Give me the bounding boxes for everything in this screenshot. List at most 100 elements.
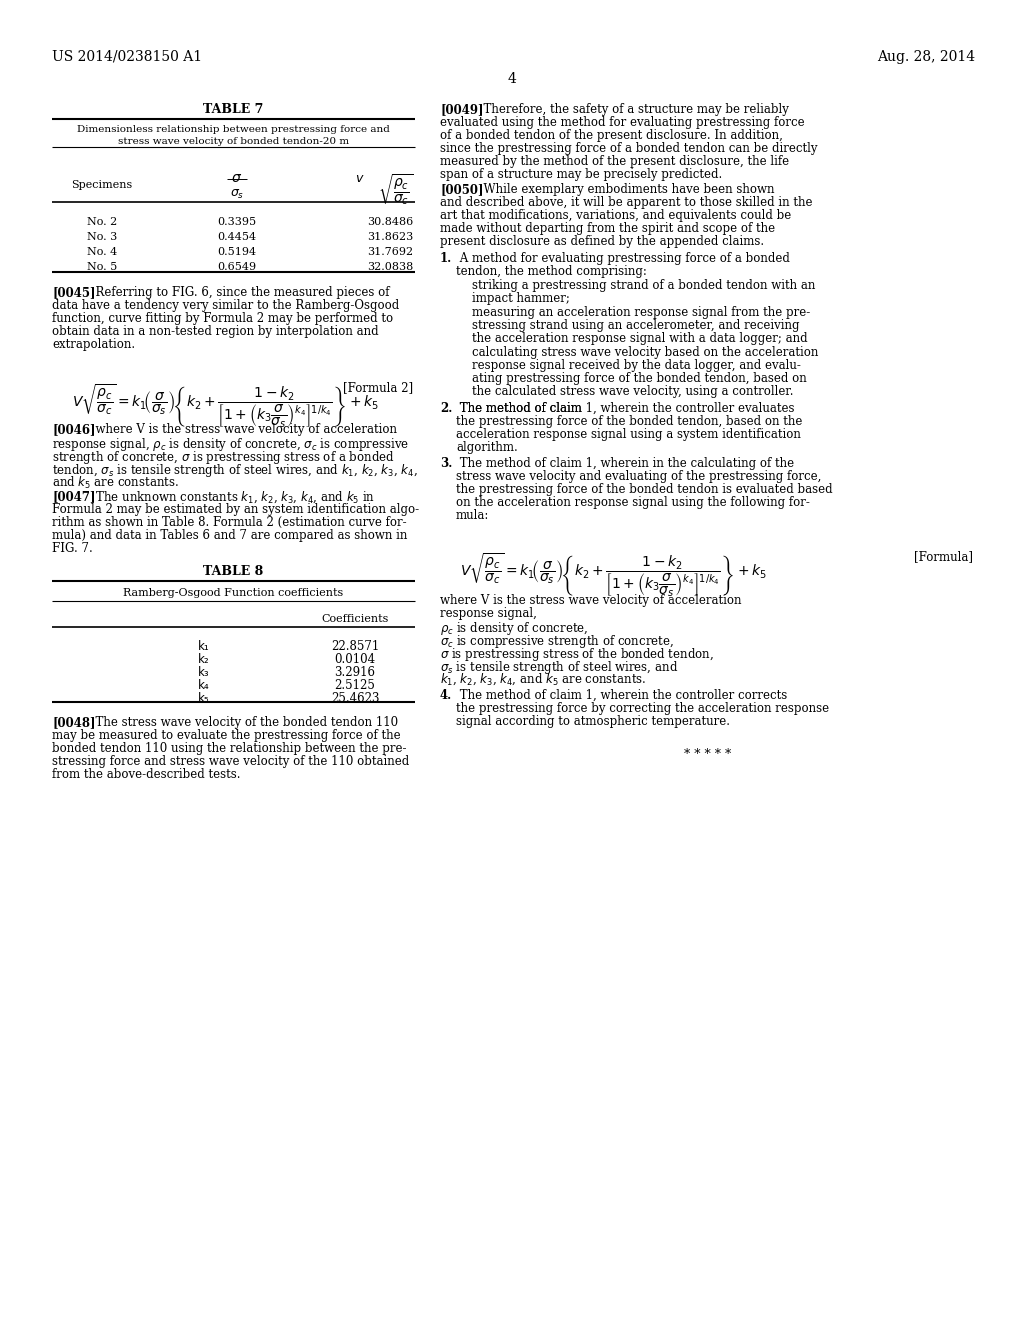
Text: Specimens: Specimens [72, 180, 133, 190]
Text: mula) and data in Tables 6 and 7 are compared as shown in: mula) and data in Tables 6 and 7 are com… [52, 529, 408, 543]
Text: obtain data in a non-tested region by interpolation and: obtain data in a non-tested region by in… [52, 325, 379, 338]
Text: Aug. 28, 2014: Aug. 28, 2014 [877, 50, 975, 63]
Text: 25.4623: 25.4623 [331, 692, 379, 705]
Text: 0.6549: 0.6549 [217, 261, 257, 272]
Text: The method of claim 1, wherein the controller evaluates: The method of claim 1, wherein the contr… [456, 403, 795, 414]
Text: $k_1$, $k_2$, $k_3$, $k_4$, and $k_5$ are constants.: $k_1$, $k_2$, $k_3$, $k_4$, and $k_5$ ar… [440, 672, 646, 688]
Text: stress wave velocity and evaluating of the prestressing force,: stress wave velocity and evaluating of t… [456, 470, 821, 483]
Text: 31.7692: 31.7692 [367, 247, 413, 257]
Text: 2.: 2. [440, 403, 453, 414]
Text: TABLE 8: TABLE 8 [204, 565, 263, 578]
Text: The method of claim: The method of claim [456, 403, 586, 414]
Text: stressing strand using an accelerometer, and receiving: stressing strand using an accelerometer,… [472, 319, 800, 333]
Text: 0.5194: 0.5194 [217, 247, 257, 257]
Text: function, curve fitting by Formula 2 may be performed to: function, curve fitting by Formula 2 may… [52, 312, 393, 325]
Text: from the above-described tests.: from the above-described tests. [52, 768, 241, 781]
Text: No. 5: No. 5 [87, 261, 117, 272]
Text: 0.3395: 0.3395 [217, 216, 257, 227]
Text: Ramberg-Osgood Function coefficients: Ramberg-Osgood Function coefficients [123, 587, 344, 598]
Text: The unknown constants $k_1$, $k_2$, $k_3$, $k_4$, and $k_5$ in: The unknown constants $k_1$, $k_2$, $k_3… [88, 490, 375, 506]
Text: signal according to atmospheric temperature.: signal according to atmospheric temperat… [456, 715, 730, 729]
Text: A method for evaluating prestressing force of a bonded: A method for evaluating prestressing for… [456, 252, 790, 265]
Text: No. 2: No. 2 [87, 216, 117, 227]
Text: $\sigma$: $\sigma$ [231, 172, 243, 185]
Text: tendon, the method comprising:: tendon, the method comprising: [456, 265, 647, 279]
Text: present disclosure as defined by the appended claims.: present disclosure as defined by the app… [440, 235, 764, 248]
Text: The method of claim 1, wherein the controller corrects: The method of claim 1, wherein the contr… [456, 689, 787, 702]
Text: Formula 2 may be estimated by an system identification algo-: Formula 2 may be estimated by an system … [52, 503, 419, 516]
Text: 4: 4 [508, 73, 516, 86]
Text: evaluated using the method for evaluating prestressing force: evaluated using the method for evaluatin… [440, 116, 805, 129]
Text: of a bonded tendon of the present disclosure. In addition,: of a bonded tendon of the present disclo… [440, 129, 783, 143]
Text: since the prestressing force of a bonded tendon can be directly: since the prestressing force of a bonded… [440, 143, 817, 154]
Text: k₁: k₁ [198, 640, 209, 653]
Text: algorithm.: algorithm. [456, 441, 518, 454]
Text: 22.8571: 22.8571 [331, 640, 379, 653]
Text: and $k_5$ are constants.: and $k_5$ are constants. [52, 475, 179, 491]
Text: 3.2916: 3.2916 [335, 667, 376, 678]
Text: TABLE 7: TABLE 7 [204, 103, 264, 116]
Text: calculating stress wave velocity based on the acceleration: calculating stress wave velocity based o… [472, 346, 818, 359]
Text: The method of claim 1, wherein in the calculating of the: The method of claim 1, wherein in the ca… [456, 457, 795, 470]
Text: where V is the stress wave velocity of acceleration: where V is the stress wave velocity of a… [440, 594, 741, 607]
Text: [Formula]: [Formula] [914, 550, 973, 564]
Text: response signal,: response signal, [440, 607, 537, 620]
Text: Referring to FIG. 6, since the measured pieces of: Referring to FIG. 6, since the measured … [88, 286, 389, 300]
Text: k₄: k₄ [198, 678, 209, 692]
Text: and described above, it will be apparent to those skilled in the: and described above, it will be apparent… [440, 195, 812, 209]
Text: $\sigma$ is prestressing stress of the bonded tendon,: $\sigma$ is prestressing stress of the b… [440, 645, 714, 663]
Text: The stress wave velocity of the bonded tendon 110: The stress wave velocity of the bonded t… [88, 715, 398, 729]
Text: response signal, $\rho_c$ is density of concrete, $\sigma_c$ is compressive: response signal, $\rho_c$ is density of … [52, 436, 409, 453]
Text: $\sigma_s$: $\sigma_s$ [229, 187, 244, 201]
Text: bonded tendon 110 using the relationship between the pre-: bonded tendon 110 using the relationship… [52, 742, 407, 755]
Text: Therefore, the safety of a structure may be reliably: Therefore, the safety of a structure may… [476, 103, 788, 116]
Text: $V\sqrt{\dfrac{\rho_c}{\sigma_c}} = k_1\!\left(\dfrac{\sigma}{\sigma_s}\right)\!: $V\sqrt{\dfrac{\rho_c}{\sigma_c}} = k_1\… [72, 383, 379, 430]
Text: $v$: $v$ [355, 172, 365, 185]
Text: where V is the stress wave velocity of acceleration: where V is the stress wave velocity of a… [88, 422, 397, 436]
Text: k₂: k₂ [198, 653, 209, 667]
Text: the prestressing force by correcting the acceleration response: the prestressing force by correcting the… [456, 702, 829, 715]
Text: 0.0104: 0.0104 [335, 653, 376, 667]
Text: the prestressing force of the bonded tendon is evaluated based: the prestressing force of the bonded ten… [456, 483, 833, 496]
Text: data have a tendency very similar to the Ramberg-Osgood: data have a tendency very similar to the… [52, 300, 399, 312]
Text: strength of concrete, $\sigma$ is prestressing stress of a bonded: strength of concrete, $\sigma$ is prestr… [52, 449, 394, 466]
Text: the acceleration response signal with a data logger; and: the acceleration response signal with a … [472, 333, 808, 345]
Text: No. 4: No. 4 [87, 247, 117, 257]
Text: art that modifications, variations, and equivalents could be: art that modifications, variations, and … [440, 209, 792, 222]
Text: extrapolation.: extrapolation. [52, 338, 135, 351]
Text: 32.0838: 32.0838 [367, 261, 413, 272]
Text: [0046]: [0046] [52, 422, 95, 436]
Text: $V\sqrt{\dfrac{\rho_c}{\sigma_c}} = k_1\!\left(\dfrac{\sigma}{\sigma_s}\right)\!: $V\sqrt{\dfrac{\rho_c}{\sigma_c}} = k_1\… [460, 552, 767, 599]
Text: the calculated stress wave velocity, using a controller.: the calculated stress wave velocity, usi… [472, 385, 794, 399]
Text: [0050]: [0050] [440, 183, 483, 195]
Text: on the acceleration response signal using the following for-: on the acceleration response signal usin… [456, 496, 810, 510]
Text: measuring an acceleration response signal from the pre-: measuring an acceleration response signa… [472, 306, 810, 319]
Text: Dimensionless relationship between prestressing force and: Dimensionless relationship between prest… [77, 125, 390, 135]
Text: US 2014/0238150 A1: US 2014/0238150 A1 [52, 50, 202, 63]
Text: made without departing from the spirit and scope of the: made without departing from the spirit a… [440, 222, 775, 235]
Text: [Formula 2]: [Formula 2] [343, 381, 413, 393]
Text: striking a prestressing strand of a bonded tendon with an: striking a prestressing strand of a bond… [472, 279, 815, 292]
Text: 2.5125: 2.5125 [335, 678, 376, 692]
Text: * * * * *: * * * * * [684, 748, 731, 762]
Text: rithm as shown in Table 8. Formula 2 (estimation curve for-: rithm as shown in Table 8. Formula 2 (es… [52, 516, 407, 529]
Text: 31.8623: 31.8623 [367, 232, 413, 242]
Text: While exemplary embodiments have been shown: While exemplary embodiments have been sh… [476, 183, 774, 195]
Text: k₃: k₃ [198, 667, 209, 678]
Text: No. 3: No. 3 [87, 232, 117, 242]
Text: $\sqrt{\dfrac{\rho_c}{\sigma_c}}$: $\sqrt{\dfrac{\rho_c}{\sigma_c}}$ [378, 172, 413, 206]
Text: 1.: 1. [440, 252, 453, 265]
Text: 4.: 4. [440, 689, 453, 702]
Text: k₅: k₅ [198, 692, 209, 705]
Text: [0047]: [0047] [52, 490, 95, 503]
Text: stressing force and stress wave velocity of the 110 obtained: stressing force and stress wave velocity… [52, 755, 410, 768]
Text: [0049]: [0049] [440, 103, 483, 116]
Text: 3.: 3. [440, 457, 453, 470]
Text: response signal received by the data logger, and evalu-: response signal received by the data log… [472, 359, 801, 372]
Text: $\sigma_c$ is compressive strength of concrete,: $\sigma_c$ is compressive strength of co… [440, 634, 674, 649]
Text: acceleration response signal using a system identification: acceleration response signal using a sys… [456, 428, 801, 441]
Text: FIG. 7.: FIG. 7. [52, 543, 93, 554]
Text: [0045]: [0045] [52, 286, 95, 300]
Text: 30.8486: 30.8486 [367, 216, 413, 227]
Text: 0.4454: 0.4454 [217, 232, 257, 242]
